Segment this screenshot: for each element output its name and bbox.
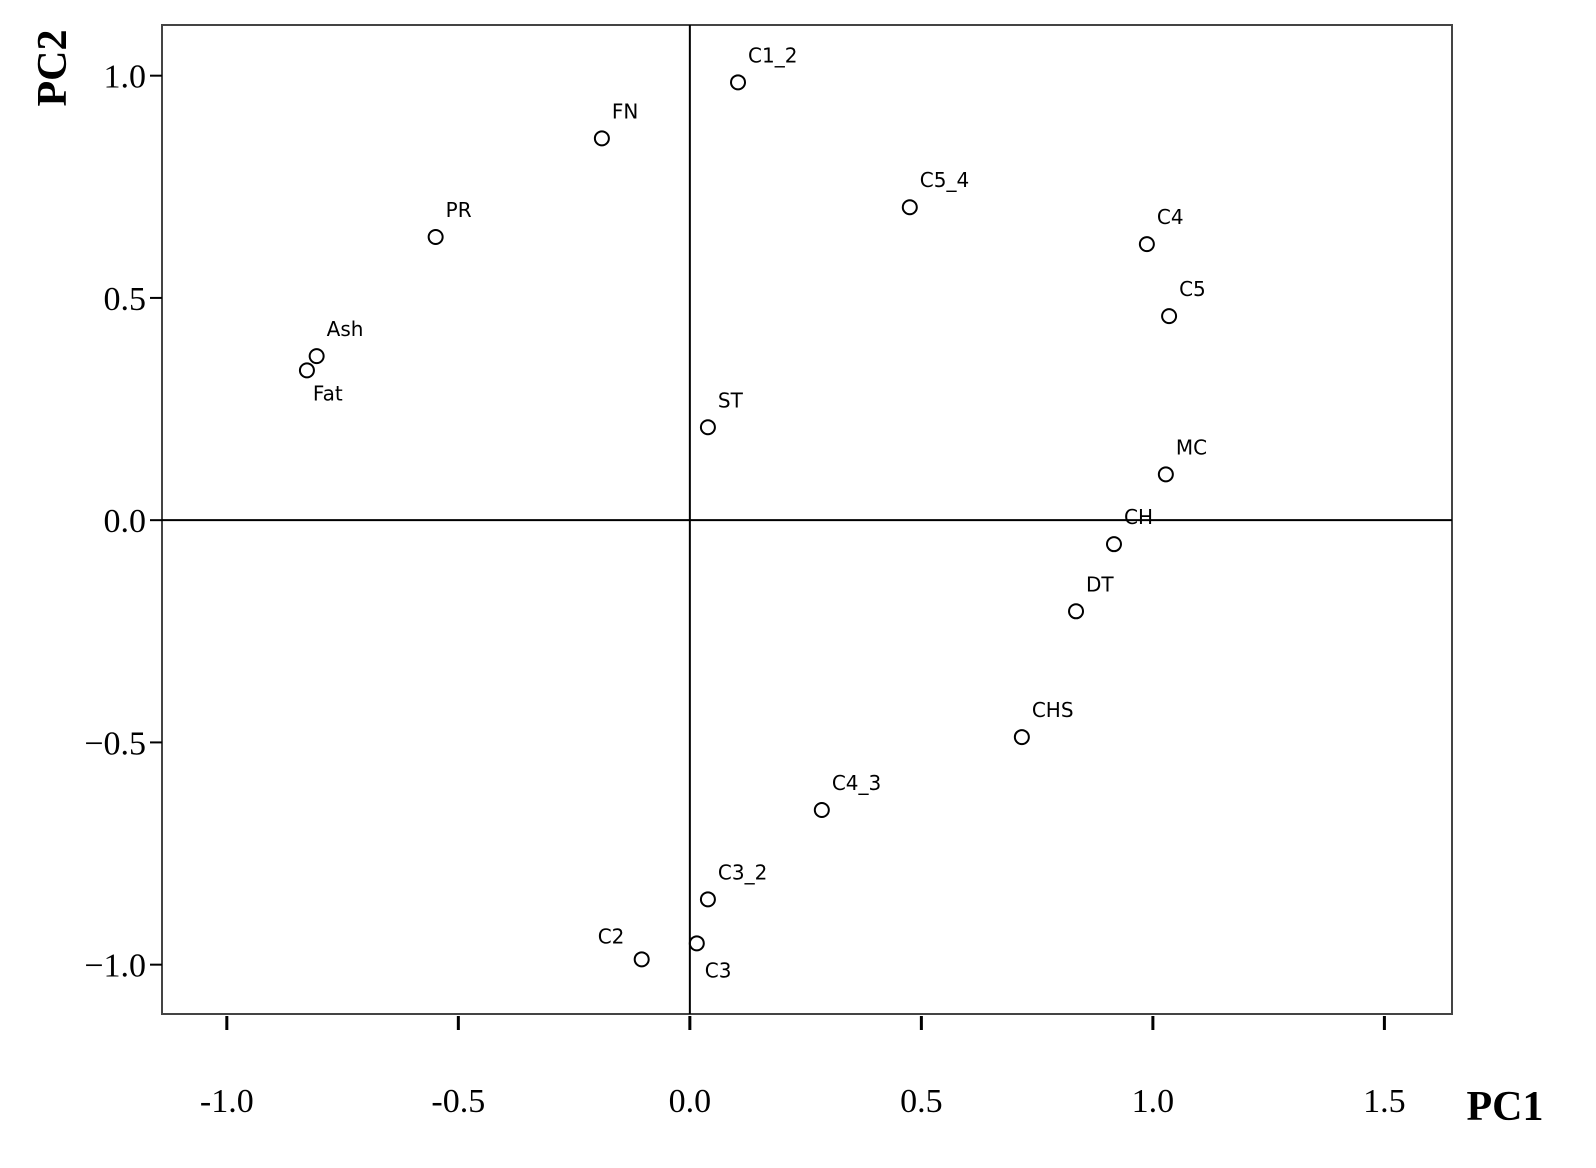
x-tick-label: 0.5 — [900, 1083, 943, 1120]
y-tick-label: −1.0 — [84, 948, 146, 985]
point-label: MC — [1176, 435, 1207, 459]
y-tick-label: 0.5 — [104, 281, 147, 318]
y-tick-label: −0.5 — [84, 725, 146, 762]
point-label: Ash — [327, 317, 364, 341]
point — [1138, 236, 1155, 253]
y-tick-label: 0.0 — [104, 503, 147, 540]
point-label: DT — [1086, 572, 1114, 596]
point — [1013, 729, 1030, 746]
point-label: FN — [612, 99, 638, 123]
point — [1105, 536, 1122, 553]
point-label: C2 — [598, 924, 625, 948]
point-label: C3_2 — [718, 860, 767, 884]
x-tick-label: 0.0 — [669, 1083, 712, 1120]
point-label: PR — [446, 198, 472, 222]
point — [308, 348, 325, 365]
point — [633, 951, 650, 968]
point-label: C4_3 — [832, 771, 881, 795]
x-tick-label: -0.5 — [431, 1083, 485, 1120]
point — [901, 199, 918, 216]
point — [730, 74, 747, 91]
x-tick-label: 1.5 — [1363, 1083, 1406, 1120]
point — [688, 935, 705, 952]
point-label: CH — [1124, 505, 1153, 529]
y-tick-label: 1.0 — [104, 59, 147, 96]
point-label: C5 — [1179, 277, 1206, 301]
point — [298, 362, 315, 379]
point — [1068, 603, 1085, 620]
point-label: C5_4 — [920, 168, 969, 192]
point — [699, 891, 716, 908]
point-label: C4 — [1157, 205, 1184, 229]
point — [813, 801, 830, 818]
point — [1157, 466, 1174, 483]
point-label: CHS — [1032, 698, 1074, 722]
point-label: C1_2 — [748, 43, 797, 67]
point — [699, 419, 716, 436]
point — [593, 130, 610, 147]
x-axis-title: PC1 — [1467, 1084, 1544, 1130]
point-label: C3 — [705, 958, 732, 982]
x-tick-label: 1.0 — [1132, 1083, 1175, 1120]
y-axis-title: PC2 — [30, 30, 76, 107]
point-label: ST — [718, 388, 744, 412]
x-tick-label: -1.0 — [200, 1083, 254, 1120]
point-label: Fat — [313, 381, 343, 405]
point — [427, 229, 444, 246]
point — [1161, 308, 1178, 325]
